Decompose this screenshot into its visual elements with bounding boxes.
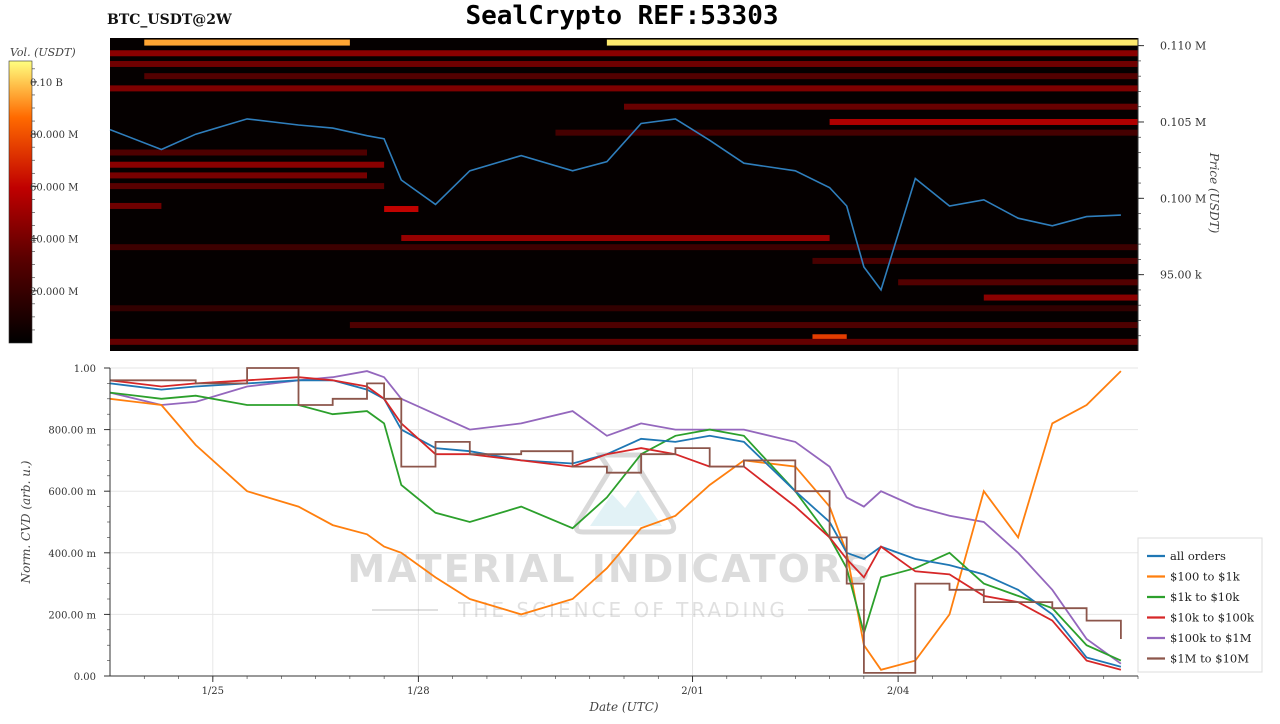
- price-series-line: [109, 118, 1121, 292]
- heatmap-band: [401, 235, 830, 242]
- heatmap-band: [144, 73, 1138, 80]
- watermark: MATERIAL INDICATORS THE SCIENCE OF TRADI…: [347, 452, 872, 622]
- cvd-y-tick-label: 400.00 m: [48, 549, 96, 560]
- heatmap-band: [606, 39, 1138, 46]
- colorbar: Vol. (USDT) 0.10 B 80.000 M 60.000 M 40.000…: [8, 46, 78, 344]
- heatmap-band: [110, 183, 385, 190]
- legend-label: $1M to $10M: [1170, 652, 1249, 666]
- cvd-x-axis-label: Date (UTC): [588, 700, 658, 714]
- cvd-y-axis-label: Norm. CVD (arb. u.): [19, 460, 33, 584]
- cvd-x-tick-label: 2/04: [887, 686, 909, 697]
- colorbar-ticks: 0.10 B 80.000 M 60.000 M 40.000 M 20.000 M: [30, 68, 78, 331]
- price-axis: 0.110 M 0.105 M 0.100 M 95.00 k: [1137, 38, 1206, 351]
- heatmap-band: [110, 60, 1138, 67]
- legend-label: $100 to $1k: [1170, 570, 1241, 584]
- heatmap-band: [349, 322, 1138, 329]
- heatmap-band: [110, 50, 1138, 57]
- heatmap-band: [110, 305, 1138, 312]
- colorbar-tick-label: 0.10 B: [30, 78, 63, 89]
- heatmap-band: [110, 85, 1138, 92]
- cvd-series-line: [109, 391, 1122, 662]
- heatmap-bands: [110, 39, 1138, 345]
- cvd-y-tick-label: 200.00 m: [48, 610, 96, 621]
- cvd-series-line: [109, 370, 1122, 671]
- colorbar-tick-label: 20.000 M: [30, 287, 78, 298]
- legend-label: $100k to $1M: [1170, 631, 1252, 645]
- page-title: SealCrypto REF:53303: [465, 1, 778, 31]
- heatmap-band: [110, 244, 1138, 251]
- watermark-sub: THE SCIENCE OF TRADING: [457, 598, 788, 622]
- price-axis-label: Price (USDT): [1207, 152, 1221, 234]
- cvd-y-tick-label: 1.00: [74, 364, 96, 375]
- legend: all orders $100 to $1k $1k to $10k $10k to …: [1137, 537, 1263, 673]
- pair-label: BTC_USDT@2W: [107, 12, 232, 28]
- cvd-plot-area: [110, 368, 1138, 676]
- colorbar-tick-label: 40.000 M: [30, 235, 78, 246]
- heatmap-band: [812, 257, 1138, 264]
- heatmap-band: [110, 202, 162, 209]
- heatmap-band: [624, 103, 1138, 110]
- colorbar-tick-label: 80.000 M: [30, 130, 78, 141]
- legend-label: $10k to $100k: [1170, 611, 1255, 625]
- cvd-x-axis: 1/25 1/28 2/01 2/04: [110, 675, 1139, 697]
- cvd-lines: [109, 367, 1122, 674]
- flask-liquid-icon: [590, 490, 662, 526]
- cvd-y-tick-label: 600.00 m: [48, 487, 96, 498]
- heatmap-band: [829, 118, 1138, 125]
- heatmap-panel: 0.110 M 0.105 M 0.100 M 95.00 k Price (USDT…: [109, 38, 1221, 351]
- cvd-series-line: [109, 370, 1122, 665]
- legend-label: $1k to $10k: [1170, 590, 1240, 604]
- price-tick-label: 95.00 k: [1160, 269, 1202, 282]
- watermark-main: MATERIAL INDICATORS: [347, 547, 872, 591]
- heatmap-band: [110, 172, 367, 179]
- heatmap-band: [983, 294, 1138, 301]
- cvd-x-tick-label: 1/28: [407, 686, 429, 697]
- cvd-x-tick-label: 2/01: [681, 686, 703, 697]
- legend-label: all orders: [1170, 549, 1226, 563]
- price-tick-label: 0.110 M: [1160, 40, 1206, 53]
- colorbar-label: Vol. (USDT): [10, 46, 76, 59]
- heatmap-band: [812, 334, 847, 341]
- heatmap-band: [384, 206, 419, 213]
- heatmap-band: [144, 39, 350, 46]
- cvd-y-axis: 0.00 200.00 m 400.00 m 600.00 m 800.00 m 1.00: [48, 364, 111, 683]
- legend-box: [1137, 537, 1263, 673]
- price-tick-label: 0.105 M: [1160, 116, 1206, 129]
- heatmap-background: [110, 38, 1138, 351]
- cvd-y-tick-label: 800.00 m: [48, 426, 96, 437]
- cvd-series-line: [109, 376, 1122, 671]
- heatmap-band: [110, 338, 1138, 345]
- heatmap-band: [555, 129, 1138, 136]
- price-tick-label: 0.100 M: [1160, 192, 1206, 205]
- colorbar-tick-label: 60.000 M: [30, 182, 78, 193]
- heatmap-band: [110, 161, 385, 168]
- legend-items: all orders $100 to $1k $1k to $10k $10k to …: [1147, 549, 1255, 666]
- cvd-x-tick-label: 1/25: [202, 686, 224, 697]
- cvd-panel: MATERIAL INDICATORS THE SCIENCE OF TRADI…: [19, 364, 1263, 714]
- cvd-series-line: [110, 367, 1122, 674]
- colorbar-gradient: [8, 60, 33, 344]
- heatmap-band: [898, 279, 1138, 286]
- cvd-y-tick-label: 0.00: [74, 672, 96, 683]
- heatmap-band: [110, 149, 367, 156]
